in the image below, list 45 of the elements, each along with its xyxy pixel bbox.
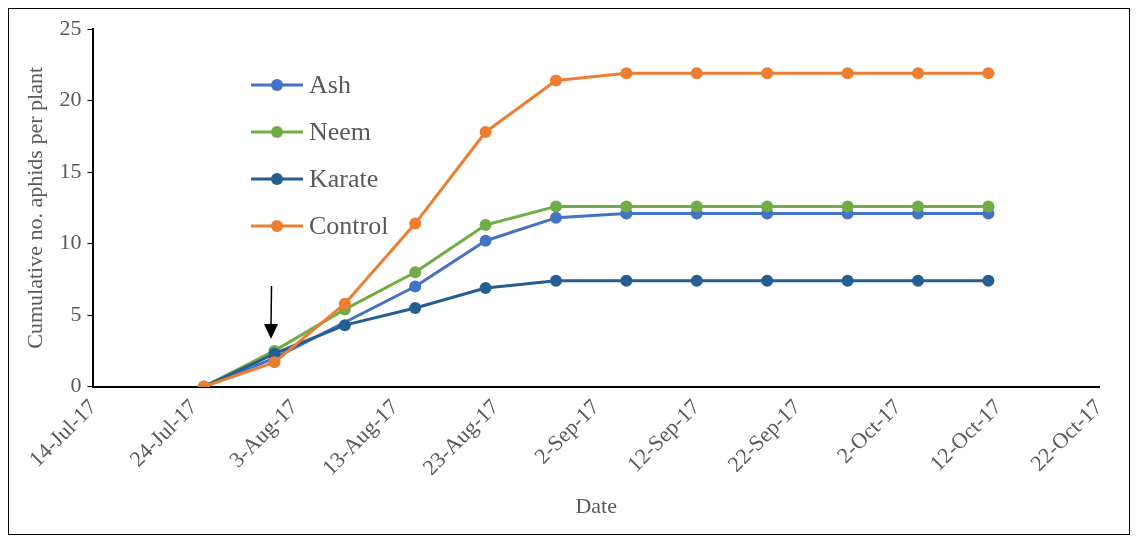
- point: [761, 274, 774, 287]
- point: [911, 200, 924, 213]
- point: [982, 67, 995, 80]
- y-tick-label: 25: [59, 14, 82, 40]
- point: [841, 67, 854, 80]
- point: [690, 67, 703, 80]
- point: [338, 297, 351, 310]
- point: [479, 281, 492, 294]
- point: [549, 74, 562, 87]
- point: [409, 301, 422, 314]
- point: [620, 274, 633, 287]
- point: [479, 234, 492, 247]
- point: [409, 280, 422, 293]
- point: [479, 126, 492, 139]
- point: [268, 356, 281, 369]
- point: [982, 200, 995, 213]
- y-tick-label: 15: [59, 157, 82, 183]
- point: [620, 200, 633, 213]
- y-tick-label: 20: [59, 86, 82, 112]
- point: [841, 274, 854, 287]
- legend-label: Control: [309, 210, 389, 241]
- point: [841, 200, 854, 213]
- point: [549, 200, 562, 213]
- point: [409, 266, 422, 279]
- legend-label: Neem: [309, 116, 372, 147]
- point: [479, 219, 492, 231]
- point: [982, 274, 995, 287]
- y-tick-label: 5: [70, 300, 82, 326]
- point: [690, 274, 703, 287]
- y-tick-label: 10: [59, 229, 82, 255]
- point: [620, 67, 633, 80]
- y-tick-label: 0: [70, 372, 82, 398]
- point: [911, 67, 924, 80]
- point: [549, 274, 562, 287]
- point: [690, 200, 703, 213]
- point: [761, 67, 774, 80]
- point: [549, 211, 562, 224]
- x-axis-title: Date: [575, 492, 617, 518]
- point: [409, 217, 422, 230]
- legend-label: Karate: [309, 163, 379, 194]
- point: [338, 319, 351, 332]
- y-axis-title: Cumulative no. aphids per plant: [21, 67, 47, 349]
- legend-label: Ash: [309, 69, 351, 100]
- point: [911, 274, 924, 287]
- point: [761, 200, 774, 213]
